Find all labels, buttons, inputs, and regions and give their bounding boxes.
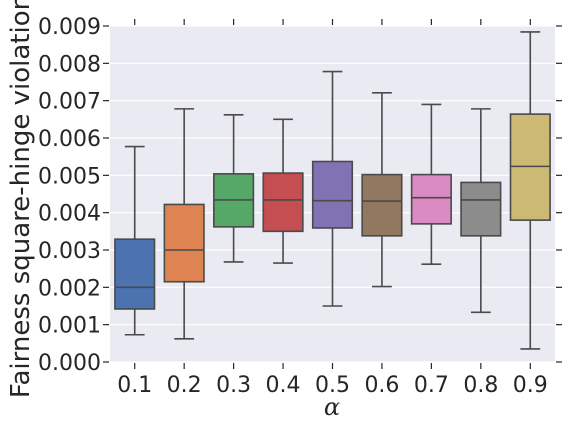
x-tick-label: 0.6 <box>364 373 399 398</box>
box-body <box>114 238 156 310</box>
y-tick-label: 0.009 <box>38 15 101 40</box>
x-axis-label: α <box>324 393 340 421</box>
box-0.1 <box>114 145 156 336</box>
boxes-layer <box>114 31 551 350</box>
x-tick-label: 0.3 <box>216 373 251 398</box>
box-0.8 <box>460 108 502 314</box>
box-body <box>410 173 452 225</box>
box-body <box>311 160 354 229</box>
tick-marks <box>103 19 562 369</box>
box-body <box>163 203 205 283</box>
x-tick-labels: 0.1 0.2 0.3 0.4 0.5 0.6 0.7 0.8 0.9 <box>117 373 548 398</box>
x-tick-label: 0.1 <box>117 373 152 398</box>
y-tick-label: 0.006 <box>38 127 101 152</box>
box-0.4 <box>262 118 304 264</box>
y-tick-label: 0.001 <box>38 314 101 339</box>
box-0.6 <box>361 92 403 288</box>
x-tick-label: 0.7 <box>414 373 449 398</box>
y-tick-label: 0.004 <box>38 202 101 227</box>
y-tick-label: 0.007 <box>38 90 101 115</box>
x-tick-label: 0.8 <box>463 373 498 398</box>
y-tick-label: 0.002 <box>38 276 101 301</box>
x-tick-label: 0.5 <box>315 373 350 398</box>
box-0.2 <box>163 108 205 340</box>
box-0.5 <box>311 70 354 307</box>
box-body <box>460 181 502 237</box>
box-body <box>262 172 304 233</box>
box-0.9 <box>509 31 551 350</box>
x-tick-label: 0.9 <box>513 373 548 398</box>
y-tick-label: 0.005 <box>38 164 101 189</box>
box-0.3 <box>213 114 255 263</box>
y-tick-label: 0.000 <box>38 351 101 376</box>
y-tick-label: 0.003 <box>38 239 101 264</box>
x-tick-label: 0.2 <box>167 373 202 398</box>
y-tick-label: 0.008 <box>38 52 101 77</box>
box-body <box>361 173 403 237</box>
x-tick-label: 0.4 <box>266 373 301 398</box>
y-tick-labels: 0.000 0.001 0.002 0.003 0.004 0.005 0.006 0.007… <box>38 15 101 376</box>
box-0.7 <box>410 103 452 265</box>
y-axis-label: Fairness square-hinge violation <box>6 0 36 398</box>
